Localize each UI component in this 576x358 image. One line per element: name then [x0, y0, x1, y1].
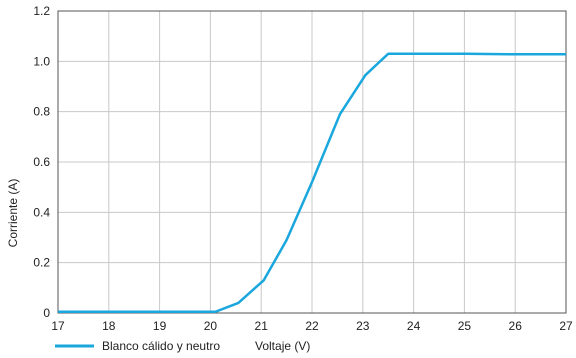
plot-frame: [57, 10, 567, 314]
x-tick-label: 23: [356, 319, 370, 333]
x-tick-label: 22: [305, 319, 319, 333]
y-tick-label: 0.2: [33, 256, 50, 270]
x-tick-label: 19: [153, 319, 167, 333]
y-tick-label: 0.8: [33, 105, 50, 119]
series-layer: [58, 52, 566, 313]
x-tick-label: 18: [102, 319, 116, 333]
y-axis-title: Corriente (A): [6, 179, 20, 248]
x-tick-label: 26: [509, 319, 523, 333]
y-tick-label: 0: [43, 306, 50, 320]
x-axis-title: Voltaje (V): [255, 339, 310, 353]
x-tick-label: 27: [559, 319, 573, 333]
legend: Blanco cálido y neutro: [55, 339, 220, 353]
x-tick-label: 25: [458, 319, 472, 333]
series-line-0: [58, 52, 566, 313]
x-tick-label: 21: [255, 319, 269, 333]
y-tick-label: 0.6: [33, 155, 50, 169]
x-tick-labels: 17 18 19 20 21 22 23 24 25 26 27: [51, 319, 573, 333]
x-tick-label: 17: [51, 319, 65, 333]
legend-label: Blanco cálido y neutro: [102, 339, 220, 353]
y-tick-label: 0.4: [33, 205, 50, 219]
x-tick-label: 20: [204, 319, 218, 333]
grid-lines: [57, 10, 567, 314]
y-tick-label: 1.2: [33, 4, 50, 18]
y-tick-label: 1.0: [33, 54, 50, 68]
x-tick-label: 24: [407, 319, 421, 333]
y-tick-labels: 0 0.2 0.4 0.6 0.8 1.0 1.2: [33, 4, 50, 320]
